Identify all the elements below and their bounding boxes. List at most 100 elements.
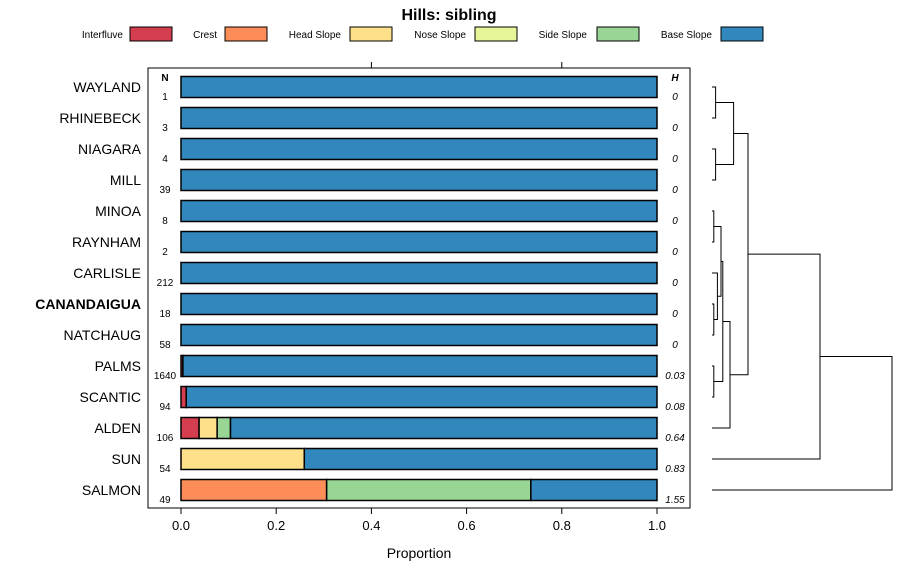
h-value: 0.03 — [665, 371, 685, 382]
row-label: NIAGARA — [78, 141, 142, 157]
h-value: 0.83 — [665, 464, 685, 475]
bar-segment — [180, 323, 658, 347]
n-value: 2 — [162, 247, 168, 258]
n-value: 1 — [162, 92, 168, 103]
n-value: 4 — [162, 154, 168, 165]
row-label: PALMS — [95, 358, 141, 374]
h-value: 0 — [672, 278, 678, 289]
plot-area: N H WAYLAND 1 0 RHINEBECK 3 0 NIAGARA 4 0 MILL 39 0… — [35, 62, 691, 533]
top-axis — [370, 62, 563, 68]
legend-swatch — [129, 26, 173, 42]
n-value: 49 — [159, 495, 171, 506]
n-value: 3 — [162, 123, 168, 134]
dendrogram-link — [712, 356, 893, 491]
bar-segment — [180, 416, 200, 440]
dendrogram-link — [712, 86, 717, 119]
dendrogram-link — [712, 365, 715, 398]
x-tick-label: 0.6 — [458, 518, 476, 533]
n-value: 18 — [159, 309, 171, 320]
h-column-header: H — [671, 73, 679, 84]
n-value: 58 — [159, 340, 171, 351]
x-tick-label: 1.0 — [648, 518, 666, 533]
legend-swatch — [474, 26, 518, 42]
bottom-axis: 0.0 0.2 0.4 0.6 0.8 1.0 — [172, 508, 666, 533]
h-value: 0 — [672, 340, 678, 351]
legend: Interfluve Crest Head Slope Nose Slope Side … — [82, 26, 764, 42]
x-tick-label: 0.0 — [172, 518, 190, 533]
row-label: SCANTIC — [80, 389, 141, 405]
bar-segment — [530, 478, 658, 502]
plot-frame — [147, 67, 691, 509]
h-value: 0.64 — [665, 433, 685, 444]
row-label: MINOA — [95, 203, 142, 219]
bar-segment — [180, 478, 328, 502]
h-value: 0 — [672, 247, 678, 258]
dendrogram-link — [712, 148, 717, 181]
legend-label: Interfluve — [82, 30, 124, 41]
legend-label: Side Slope — [539, 30, 588, 41]
dendrogram-link — [712, 272, 718, 320]
row-label: MILL — [110, 172, 141, 188]
bar-segment — [180, 106, 658, 130]
h-value: 0.08 — [665, 402, 685, 413]
bar-segment — [303, 447, 658, 471]
n-value: 1640 — [154, 371, 177, 382]
legend-label: Nose Slope — [414, 30, 466, 41]
n-column-header: N — [161, 73, 168, 84]
h-value: 0 — [672, 92, 678, 103]
legend-label: Crest — [193, 30, 217, 41]
bar-segment — [180, 447, 306, 471]
legend-swatch — [596, 26, 640, 42]
chart-title: Hills: sibling — [401, 7, 496, 24]
n-value: 54 — [159, 464, 171, 475]
x-tick-label: 0.4 — [362, 518, 380, 533]
bar-segment — [180, 292, 658, 316]
legend-swatch — [720, 26, 764, 42]
n-value: 94 — [159, 402, 171, 413]
row-label: SALMON — [82, 482, 141, 498]
x-axis-label: Proportion — [387, 545, 452, 561]
h-value: 0 — [672, 185, 678, 196]
h-value: 0 — [672, 309, 678, 320]
bar-segment — [180, 199, 658, 223]
x-tick-label: 0.2 — [267, 518, 285, 533]
n-value: 212 — [157, 278, 174, 289]
n-value: 106 — [157, 433, 174, 444]
bar-segment — [180, 75, 658, 99]
x-tick-label: 0.8 — [553, 518, 571, 533]
bar-segment — [180, 168, 658, 192]
n-value: 8 — [162, 216, 168, 227]
h-value: 1.55 — [665, 495, 685, 506]
legend-swatch — [224, 26, 268, 42]
row-label: RAYNHAM — [72, 234, 141, 250]
bar-segment — [229, 416, 658, 440]
bar-segment — [185, 385, 658, 409]
bar-segment — [216, 416, 232, 440]
legend-swatch — [349, 26, 393, 42]
dendrogram — [712, 86, 893, 491]
legend-label: Base Slope — [661, 30, 713, 41]
rows: WAYLAND 1 0 RHINEBECK 3 0 NIAGARA 4 0 MILL 39 0 MINO… — [35, 75, 685, 506]
row-label: RHINEBECK — [59, 110, 141, 126]
h-value: 0 — [672, 123, 678, 134]
row-label: ALDEN — [94, 420, 141, 436]
row-label: SUN — [111, 451, 141, 467]
row-label: WAYLAND — [73, 79, 141, 95]
h-value: 0 — [672, 216, 678, 227]
bar-segment — [182, 354, 658, 378]
bar-segment — [325, 478, 532, 502]
bar-segment — [180, 261, 658, 285]
dendrogram-link — [712, 210, 715, 243]
bar-segment — [180, 230, 658, 254]
bar-segment — [180, 137, 658, 161]
legend-label: Head Slope — [289, 30, 342, 41]
h-value: 0 — [672, 154, 678, 165]
dendrogram-link — [712, 303, 715, 336]
row-label: CANANDAIGUA — [35, 296, 141, 312]
dendrogram-link — [715, 102, 735, 165]
bar-segment — [180, 385, 187, 409]
dendrogram-link — [730, 133, 749, 376]
row-label: NATCHAUG — [63, 327, 141, 343]
n-value: 39 — [159, 185, 171, 196]
